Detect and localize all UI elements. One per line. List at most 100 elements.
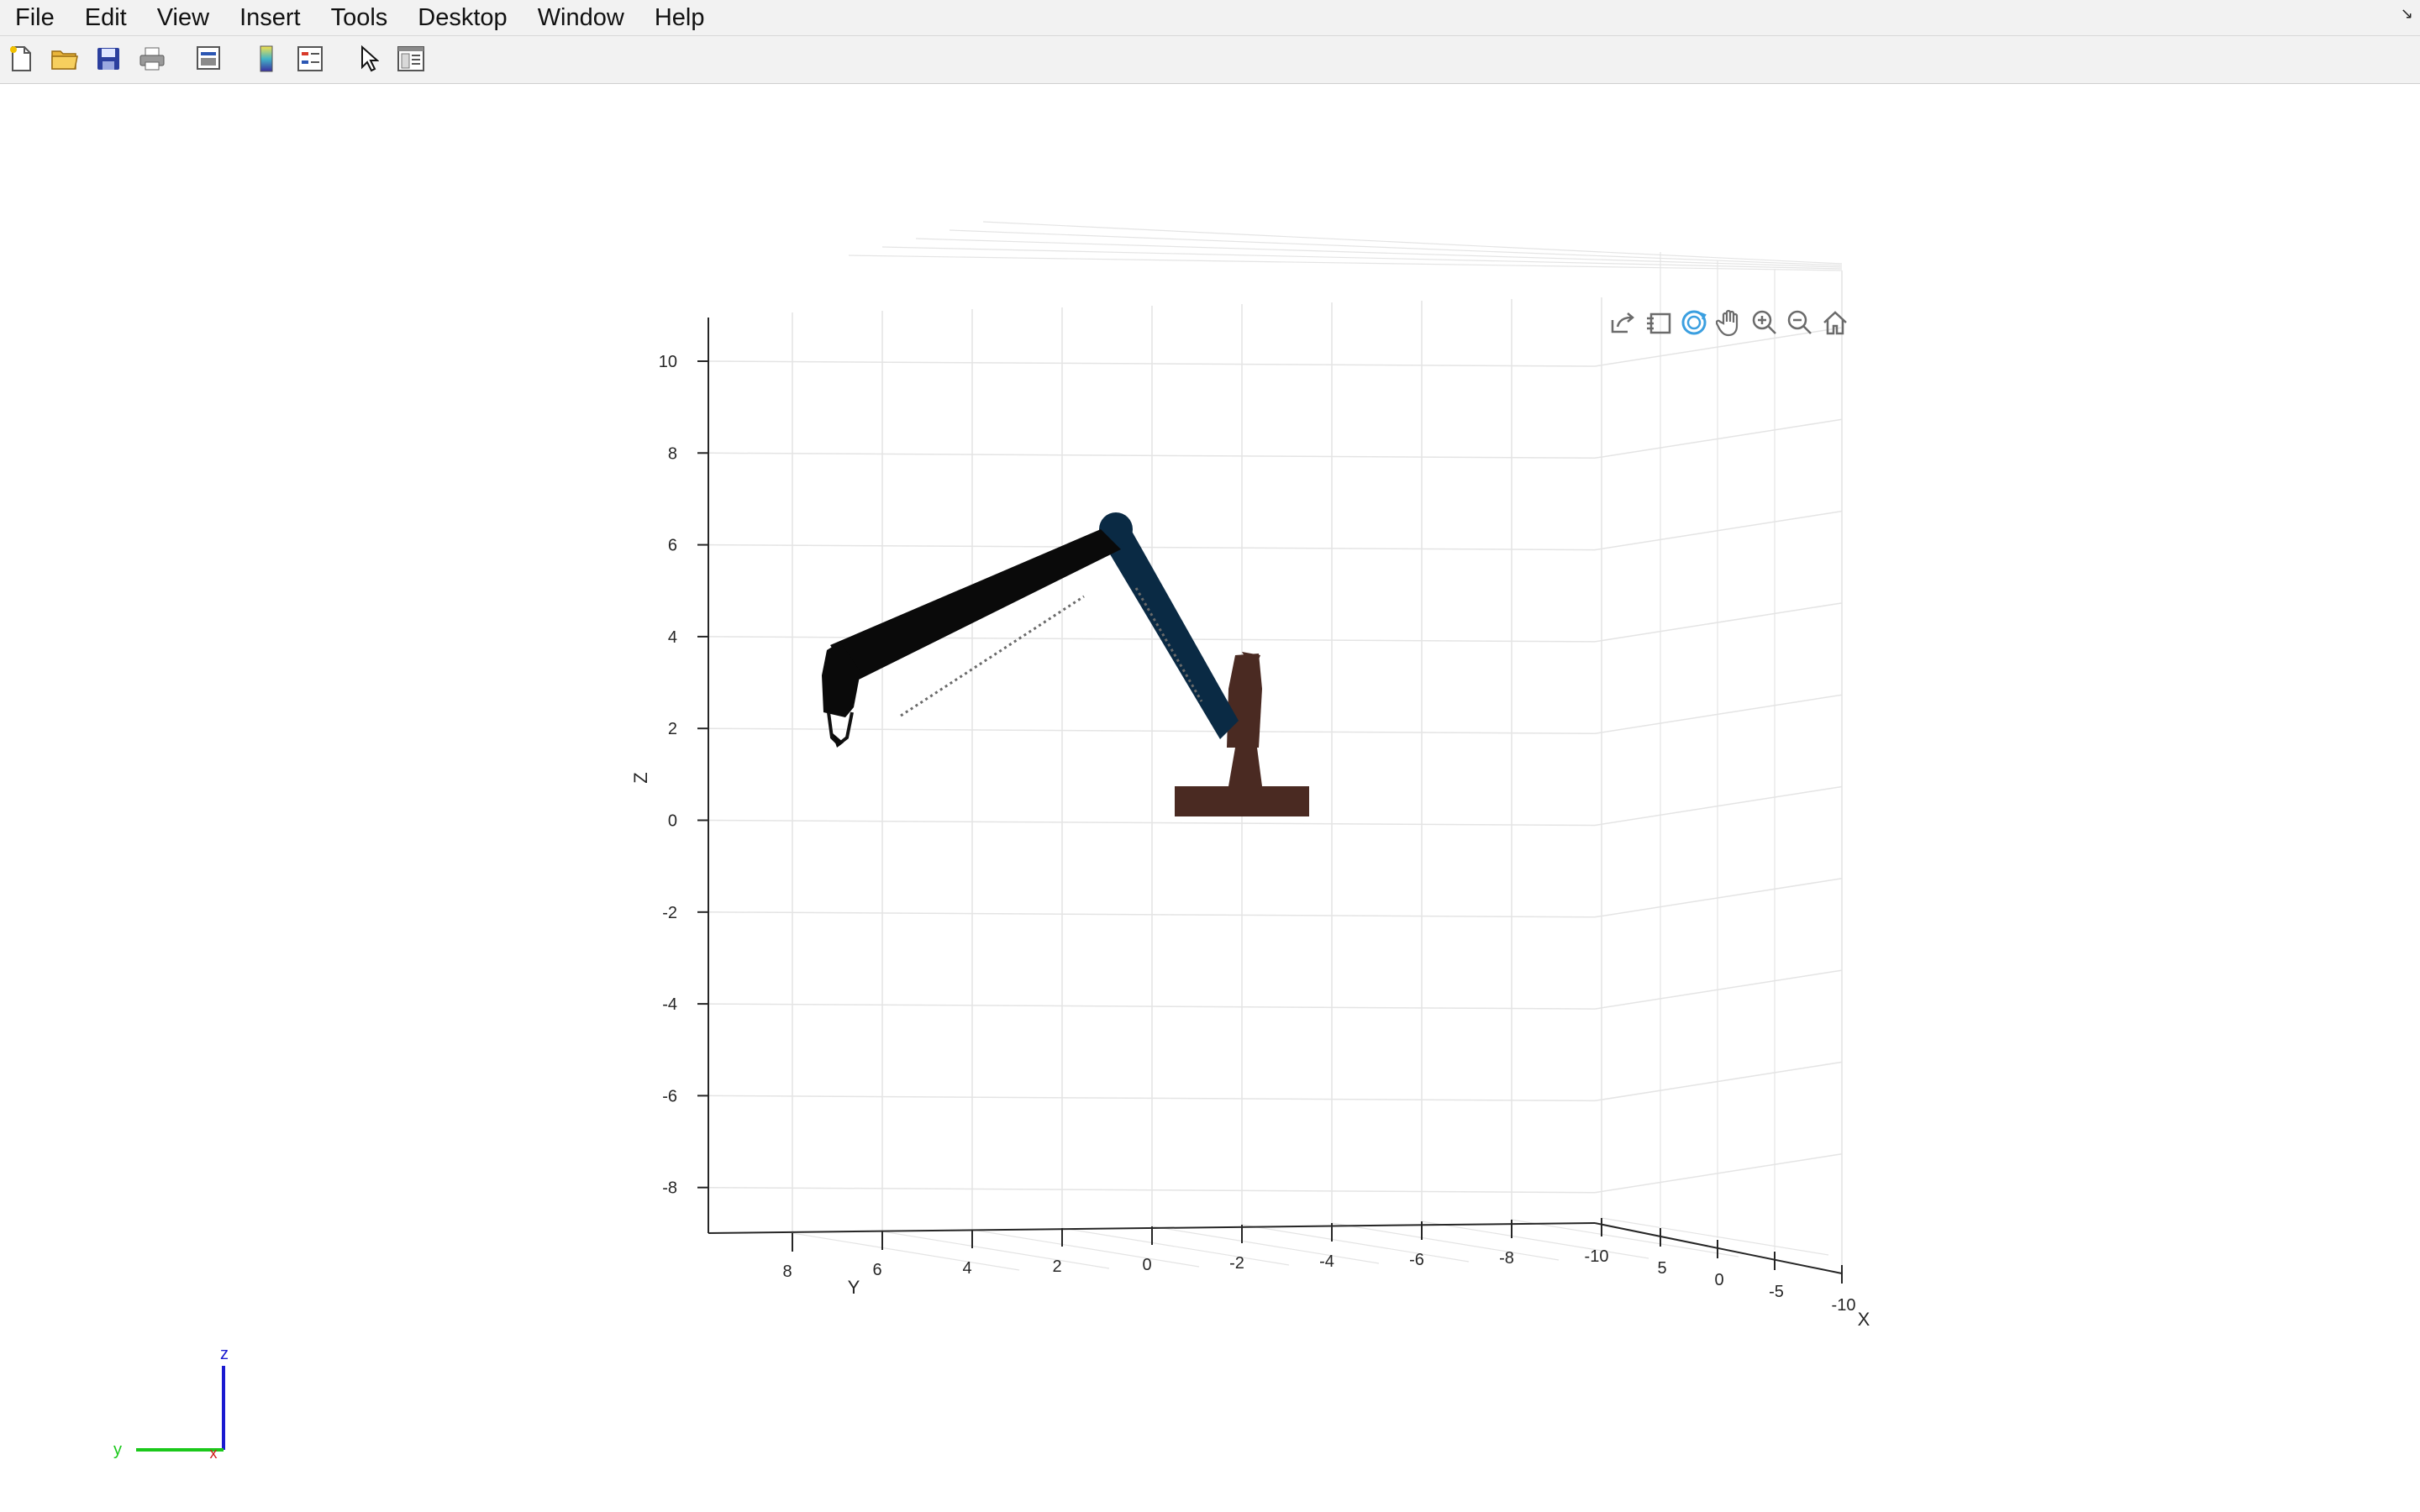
y-tick-label: 4 — [962, 1259, 971, 1278]
z-tick-label: 4 — [668, 628, 677, 647]
y-floor-gridline — [1331, 1222, 1560, 1261]
y-floor-gridline — [881, 1231, 1110, 1269]
y-axis-line — [708, 1222, 1596, 1234]
property-inspector-icon[interactable] — [395, 43, 427, 75]
x-tick-label: -10 — [1832, 1296, 1856, 1315]
colorbar-icon[interactable] — [250, 43, 282, 75]
x-axis-line — [1594, 1222, 1843, 1274]
y-floor-gridline — [1601, 1217, 1829, 1256]
print-icon[interactable] — [136, 43, 168, 75]
ceiling-gridline — [848, 255, 1843, 271]
zoom-in-icon[interactable] — [1748, 304, 1781, 341]
home-icon[interactable] — [1818, 304, 1852, 341]
y-tick-label: -2 — [1229, 1254, 1244, 1273]
gripper — [827, 711, 854, 747]
ceiling-gridline — [915, 238, 1843, 268]
axes-3d[interactable]: 10 8 6 4 2 0 -2 -4 -6 -8 8 6 4 2 0 -2 -4 -6 -8 -10 5 0 -5 -10 — [0, 84, 2420, 1512]
x-tick-label: 0 — [1714, 1271, 1723, 1289]
z-gridline-side — [1594, 510, 1843, 551]
legend-icon[interactable] — [294, 43, 326, 75]
y-axis-label: Y — [848, 1277, 860, 1298]
ceiling-gridline — [881, 246, 1843, 270]
y-tick-label: -10 — [1585, 1247, 1609, 1266]
z-tick-label: -6 — [662, 1087, 677, 1105]
gripper-tip — [832, 732, 844, 748]
menu-file[interactable]: File — [15, 4, 55, 31]
z-gridline-side — [1594, 1152, 1843, 1194]
x-tick-label: 5 — [1657, 1259, 1666, 1278]
x-tick-label: -5 — [1769, 1283, 1784, 1301]
y-tick-label: 0 — [1142, 1256, 1151, 1274]
y-floor-gridline — [792, 1232, 1020, 1271]
y-tick-label: 8 — [782, 1263, 792, 1281]
robot-arm — [822, 512, 1309, 816]
z-tick-label: 10 — [659, 353, 677, 371]
robot-shoulder — [1227, 654, 1262, 748]
upper-arm-link — [1099, 521, 1239, 739]
figure-canvas[interactable]: 10 8 6 4 2 0 -2 -4 -6 -8 8 6 4 2 0 -2 -4 -6 -8 -10 5 0 -5 -10 — [0, 84, 2420, 1512]
save-icon[interactable] — [92, 43, 124, 75]
menu-desktop[interactable]: Desktop — [418, 4, 508, 31]
export-icon[interactable] — [1607, 304, 1640, 341]
z-tick-label: -8 — [662, 1179, 677, 1198]
y-floor-gridline — [1511, 1219, 1739, 1257]
forearm-link — [830, 529, 1121, 682]
y-floor-gridline — [1061, 1227, 1290, 1266]
y-tick-label: -4 — [1319, 1252, 1334, 1271]
z-gridline-side — [1594, 602, 1843, 643]
robot-base-pedestal — [1228, 748, 1262, 786]
menu-window[interactable]: Window — [537, 4, 624, 31]
x-axis-label: X — [1858, 1309, 1870, 1330]
figure-toolbar — [0, 36, 2420, 84]
rotate-3d-icon[interactable] — [1677, 304, 1711, 341]
y-floor-gridline — [1151, 1226, 1380, 1264]
pan-icon[interactable] — [1712, 304, 1746, 341]
y-floor-gridline — [1241, 1224, 1470, 1263]
z-tick-label: 0 — [668, 812, 677, 831]
ceiling-gridline — [982, 221, 1843, 265]
robot-base-plate — [1175, 786, 1309, 816]
brush-icon[interactable] — [1642, 304, 1676, 341]
robot-upper-arm — [1099, 512, 1239, 739]
y-floor-gridline — [971, 1229, 1200, 1268]
z-tick-label: 2 — [668, 720, 677, 738]
print-preview-icon[interactable] — [193, 43, 225, 75]
triad-x-label: x — [210, 1445, 218, 1462]
y-tick-label: 6 — [872, 1261, 881, 1279]
triad-y-label: y — [113, 1441, 122, 1459]
upper-arm-cable — [1134, 587, 1203, 702]
zoom-out-icon[interactable] — [1783, 304, 1817, 341]
z-tick-label: -4 — [662, 995, 677, 1014]
menu-insert[interactable]: Insert — [239, 4, 301, 31]
z-gridline-side — [1594, 327, 1843, 367]
z-tick-label: 6 — [668, 537, 677, 555]
menubar: File Edit View Insert Tools Desktop Wind… — [0, 0, 2420, 36]
dock-arrow-icon[interactable]: ↘ — [2400, 5, 2413, 22]
z-gridline-side — [1594, 418, 1843, 459]
orientation-triad: z y x — [113, 1345, 229, 1462]
y-tick-label: 2 — [1052, 1257, 1061, 1276]
forearm-cable — [900, 595, 1085, 717]
robot-forearm — [822, 529, 1121, 748]
axes-labels: Z Y X — [630, 772, 1870, 1330]
y-floor-gridline — [1421, 1221, 1649, 1259]
y-tick-label: -6 — [1409, 1251, 1424, 1269]
z-gridline-side — [1594, 694, 1843, 734]
robot-base — [1175, 652, 1309, 816]
z-tick-label: 8 — [668, 444, 677, 463]
menu-view[interactable]: View — [156, 4, 210, 31]
z-axis-label: Z — [630, 772, 651, 783]
z-tick-label: -2 — [662, 904, 677, 922]
robot-shoulder-cap — [1242, 652, 1260, 672]
z-gridline-side — [1594, 969, 1843, 1010]
menu-help[interactable]: Help — [654, 4, 705, 31]
axes-toolbar — [1607, 304, 1852, 341]
z-gridline-side — [1594, 785, 1843, 827]
new-figure-icon[interactable] — [5, 43, 37, 75]
select-arrow-icon[interactable] — [353, 43, 385, 75]
menu-edit[interactable]: Edit — [84, 4, 127, 31]
z-gridline-side — [1594, 1061, 1843, 1102]
wrist-joint — [822, 642, 860, 717]
menu-tools[interactable]: Tools — [330, 4, 388, 31]
open-file-icon[interactable] — [49, 43, 81, 75]
